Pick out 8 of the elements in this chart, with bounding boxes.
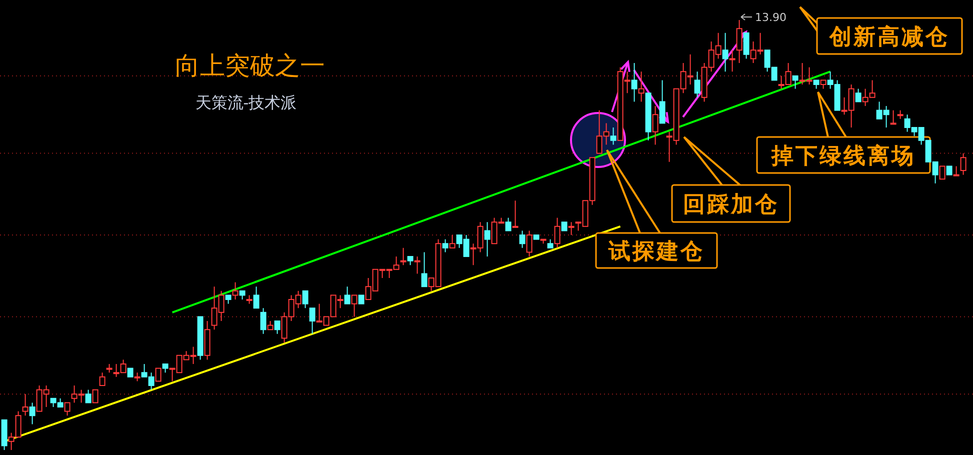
annotation: 掉下绿线离场 [770, 143, 916, 169]
annotation: 试探建仓 [608, 238, 704, 264]
callout: 创新高减仓 [799, 6, 963, 55]
annotation: 创新高减仓 [828, 24, 950, 50]
subtitle: 天策流-技术派 [195, 93, 297, 112]
annotation: 13.90 [755, 11, 786, 24]
annotation: 回踩加仓 [683, 192, 779, 218]
title: 向上突破之一 [175, 51, 325, 80]
